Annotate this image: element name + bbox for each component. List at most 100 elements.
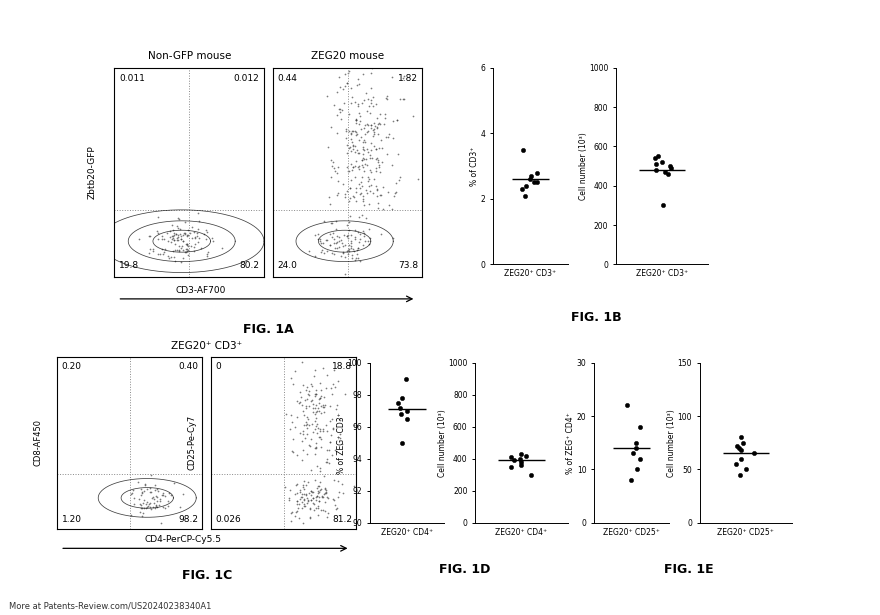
Point bbox=[161, 502, 175, 512]
Point bbox=[348, 161, 362, 170]
Point bbox=[343, 129, 357, 138]
Point bbox=[319, 493, 334, 502]
Point bbox=[308, 389, 322, 399]
Point bbox=[739, 464, 753, 474]
Point bbox=[311, 486, 325, 496]
Point bbox=[297, 477, 311, 486]
Point bbox=[135, 500, 149, 510]
Point bbox=[298, 490, 312, 500]
Point bbox=[327, 445, 341, 454]
Point bbox=[290, 395, 304, 405]
Point bbox=[317, 426, 331, 435]
Point bbox=[123, 510, 137, 520]
Point bbox=[389, 187, 403, 197]
Point bbox=[366, 174, 380, 184]
Point bbox=[339, 126, 353, 136]
Point bbox=[347, 192, 361, 202]
Point bbox=[359, 185, 373, 195]
Point bbox=[165, 220, 180, 230]
Point bbox=[135, 484, 149, 494]
Point bbox=[305, 487, 319, 497]
Point bbox=[324, 401, 338, 411]
Point bbox=[361, 93, 375, 103]
Point bbox=[366, 188, 380, 198]
Point bbox=[361, 160, 375, 170]
Point bbox=[288, 511, 302, 521]
Point bbox=[398, 94, 412, 104]
Point bbox=[363, 186, 378, 196]
Point bbox=[150, 228, 165, 238]
Point bbox=[297, 410, 312, 420]
Point bbox=[376, 204, 390, 214]
Point bbox=[333, 104, 347, 114]
Point bbox=[338, 81, 352, 91]
Point bbox=[386, 116, 400, 126]
Point bbox=[346, 244, 360, 254]
Point bbox=[356, 226, 370, 236]
Point bbox=[304, 494, 318, 504]
Point bbox=[355, 154, 369, 164]
Point bbox=[143, 231, 158, 241]
Point bbox=[200, 251, 214, 261]
Point bbox=[313, 424, 327, 434]
Point bbox=[180, 245, 194, 255]
Point bbox=[371, 119, 385, 129]
Point bbox=[292, 499, 306, 509]
Point bbox=[301, 496, 315, 506]
Point bbox=[331, 188, 345, 198]
Point bbox=[292, 513, 306, 523]
Point bbox=[318, 497, 332, 507]
Point bbox=[172, 214, 186, 224]
Point bbox=[313, 484, 327, 494]
Point bbox=[303, 512, 317, 522]
Text: FIG. 1B: FIG. 1B bbox=[571, 311, 621, 323]
Point bbox=[370, 191, 384, 200]
Point bbox=[352, 162, 366, 172]
Point bbox=[343, 183, 357, 193]
Point bbox=[319, 457, 334, 467]
Point bbox=[334, 238, 348, 248]
Point bbox=[350, 253, 364, 263]
Point bbox=[293, 428, 307, 438]
Point bbox=[503, 452, 517, 462]
Point bbox=[319, 400, 333, 410]
Point bbox=[385, 133, 400, 143]
Point bbox=[388, 188, 402, 197]
Point bbox=[373, 109, 387, 119]
Point bbox=[180, 239, 194, 248]
Point bbox=[174, 258, 188, 268]
Point bbox=[313, 485, 327, 495]
Point bbox=[299, 385, 313, 395]
Point bbox=[172, 246, 187, 256]
Point bbox=[363, 239, 377, 248]
Point bbox=[358, 129, 372, 139]
Point bbox=[309, 493, 323, 502]
Point bbox=[298, 416, 312, 426]
Point bbox=[338, 69, 352, 79]
Point bbox=[356, 196, 370, 206]
Point bbox=[348, 130, 363, 140]
Point bbox=[294, 392, 308, 402]
Point bbox=[519, 451, 533, 461]
Point bbox=[140, 502, 154, 512]
Point bbox=[356, 154, 370, 164]
Point bbox=[128, 499, 142, 509]
Point bbox=[199, 225, 213, 235]
Point bbox=[300, 414, 314, 424]
Point bbox=[143, 244, 158, 254]
Point bbox=[336, 98, 350, 108]
Point bbox=[187, 242, 202, 252]
Point bbox=[341, 196, 356, 205]
Point bbox=[315, 493, 329, 502]
Point bbox=[173, 229, 187, 239]
Point bbox=[390, 115, 404, 125]
Point bbox=[347, 420, 361, 430]
Point bbox=[155, 231, 169, 241]
Point bbox=[348, 234, 362, 244]
Point bbox=[323, 240, 337, 250]
Point bbox=[348, 225, 363, 235]
Point bbox=[339, 124, 353, 134]
Point bbox=[349, 118, 363, 128]
Point bbox=[310, 407, 324, 416]
Point bbox=[186, 221, 200, 231]
